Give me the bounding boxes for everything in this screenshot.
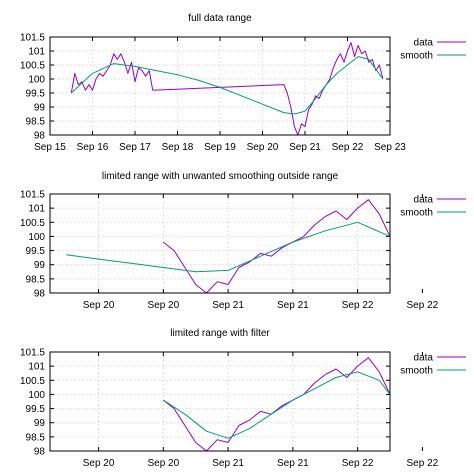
y-tick-label: 100.5 xyxy=(20,376,45,387)
y-tick-label: 101.5 xyxy=(20,190,45,201)
plot-frame xyxy=(49,36,391,136)
x-tick-label: Sep 20 xyxy=(247,142,279,153)
series-line-smooth xyxy=(70,56,384,115)
x-tick-label: Sep 22 xyxy=(332,142,364,153)
y-tick-label: 98.5 xyxy=(26,274,46,285)
legend-label: smooth xyxy=(400,51,433,62)
x-tick-label: Sep 20 xyxy=(147,300,179,311)
x-tick-label: Sep 21 xyxy=(289,142,321,153)
y-tick-label: 101.5 xyxy=(20,33,45,44)
y-tick-label: 101.5 xyxy=(20,348,45,359)
chart-title: full data range xyxy=(188,13,252,24)
x-tick-label: Sep 21 xyxy=(212,300,244,311)
legend-label: smooth xyxy=(400,208,433,219)
x-tick-label: Sep 18 xyxy=(162,142,194,153)
y-tick-label: 99.5 xyxy=(26,246,46,257)
series-line-data xyxy=(162,357,390,451)
x-tick-label: Sep 22 xyxy=(407,300,439,311)
chart-3: limited range with filter 98 98.5 99 99.5 100… xyxy=(20,328,466,469)
series-line-data xyxy=(70,42,384,135)
y-tick-label: 98.5 xyxy=(26,117,46,128)
series-line-smooth xyxy=(66,221,390,273)
x-tick-label: Sep 23 xyxy=(374,142,406,153)
y-tick-label: 101 xyxy=(28,362,45,373)
chart-2: limited range with unwanted smoothing ou… xyxy=(20,171,466,311)
legend-label: data xyxy=(414,195,434,206)
x-tick-label: Sep 22 xyxy=(407,458,439,469)
y-tick-label: 100 xyxy=(28,232,45,243)
y-tick-label: 99 xyxy=(34,418,46,429)
x-tick-label: Sep 17 xyxy=(119,142,151,153)
x-tick-label: Sep 21 xyxy=(277,300,309,311)
series-line-data xyxy=(162,199,390,293)
y-tick-label: 99.5 xyxy=(26,404,46,415)
legend-label: data xyxy=(414,38,434,49)
y-tick-label: 99 xyxy=(34,103,46,114)
y-tick-label: 99 xyxy=(34,260,46,271)
x-tick-label: Sep 22 xyxy=(342,458,374,469)
legend-label: smooth xyxy=(400,366,433,377)
y-tick-label: 100 xyxy=(28,75,45,86)
chart-title: limited range with unwanted smoothing ou… xyxy=(102,171,339,182)
chart-title: limited range with filter xyxy=(170,328,270,339)
y-tick-label: 99.5 xyxy=(26,89,46,100)
plot-frame xyxy=(49,351,391,452)
x-tick-label: Sep 16 xyxy=(77,142,109,153)
chart-1: full data range 98 98.5 99 99.5 100 100.5 101 10… xyxy=(20,13,466,153)
series-line-smooth xyxy=(163,371,390,439)
plot-frame xyxy=(49,193,391,294)
y-tick-label: 98 xyxy=(34,447,46,458)
y-tick-label: 101 xyxy=(28,204,45,215)
y-tick-label: 98.5 xyxy=(26,432,46,443)
y-tick-label: 98 xyxy=(34,289,46,300)
y-tick-label: 100 xyxy=(28,390,45,401)
x-tick-label: Sep 20 xyxy=(147,458,179,469)
y-tick-label: 100.5 xyxy=(20,61,45,72)
x-tick-label: Sep 20 xyxy=(83,458,115,469)
x-tick-label: Sep 15 xyxy=(34,142,66,153)
x-tick-label: Sep 21 xyxy=(212,458,244,469)
y-tick-label: 100.5 xyxy=(20,218,45,229)
x-tick-label: Sep 19 xyxy=(204,142,236,153)
x-tick-label: Sep 22 xyxy=(342,300,374,311)
y-tick-label: 101 xyxy=(28,47,45,58)
y-tick-label: 98 xyxy=(34,131,46,142)
x-tick-label: Sep 20 xyxy=(83,300,115,311)
legend-label: data xyxy=(414,353,434,364)
x-tick-label: Sep 21 xyxy=(277,458,309,469)
